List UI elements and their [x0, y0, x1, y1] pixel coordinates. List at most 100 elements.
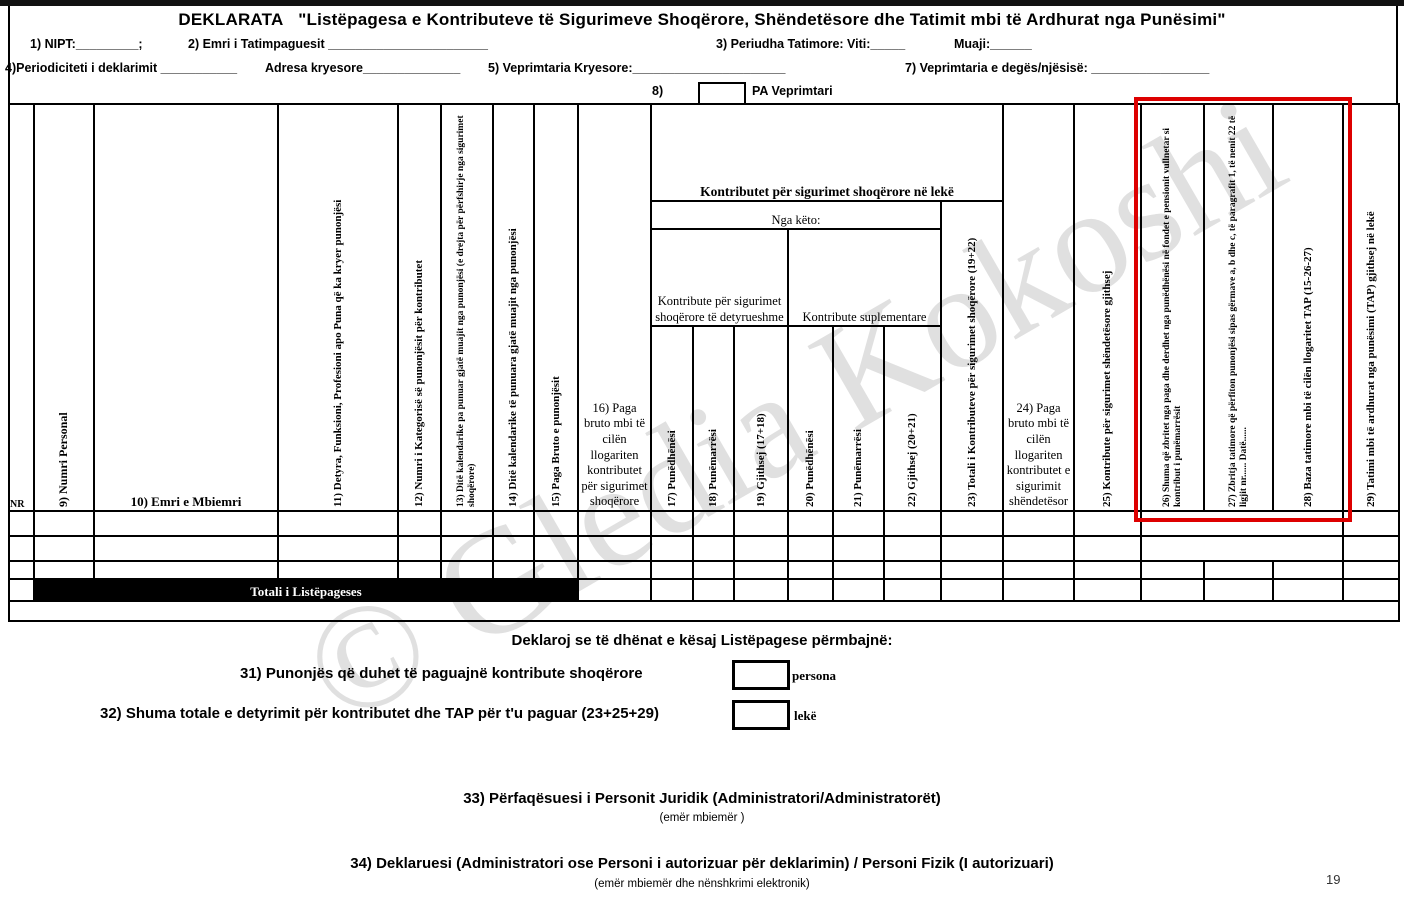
col-header-16-social-base: 16) Paga bruto mbi të cilën llogariten k…	[577, 103, 652, 512]
col-header-17-employer: 17) Punëdhënësi	[650, 325, 694, 512]
table-cell	[939, 535, 1005, 562]
col-header-12-category-number: 12) Numri i Kategorisë së punonjësit për…	[397, 103, 442, 512]
table-cell	[733, 560, 789, 580]
field-branch-activity: 7) Veprimtaria e degës/njësisë: ________…	[905, 61, 1210, 75]
field-34-label: 34) Deklaruesi (Administratori ose Perso…	[350, 855, 1054, 872]
field-32-unit: lekë	[794, 708, 817, 723]
col-header-25-health-contributions: 25) Kontribute për sigurimet shëndetësor…	[1073, 103, 1143, 512]
table-row	[8, 535, 1401, 562]
table-cell	[832, 535, 885, 562]
col-header-21-label: 21) Punëmarrësi	[852, 429, 865, 507]
col-header-11-label: 11) Detyra, Funksioni, Profesioni apo Pu…	[331, 199, 344, 507]
col-header-13-label: 13) Ditë kalendarike pa punuar gjatë mua…	[456, 115, 477, 507]
table-cell	[733, 510, 789, 537]
col-header-20-employer: 20) Punëdhënësi	[787, 325, 834, 512]
field-declaration-periodicity: 4)Periodiciteti i deklarimit ___________	[5, 61, 238, 75]
field-8-number: 8)	[652, 84, 664, 98]
col-header-25-label: 25) Kontribute për sigurimet shëndetësor…	[1101, 270, 1114, 507]
table-cell	[1342, 535, 1401, 562]
table-cell	[787, 535, 834, 562]
col-header-12-label: 12) Numri i Kategorisë së punonjësit për…	[413, 260, 426, 507]
no-activity-checkbox[interactable]	[698, 82, 746, 105]
table-cell	[1140, 560, 1206, 580]
field-33-sublabel: (emër mbiemër )	[659, 812, 745, 824]
field-31-value-box[interactable]	[732, 660, 790, 690]
table-cell	[440, 510, 494, 537]
table-cell	[787, 510, 834, 537]
table-cell-merged-26-28	[1140, 535, 1345, 562]
field-31-label: 31) Punonjës që duhet të paguajnë kontri…	[240, 665, 643, 682]
col-header-21-employee: 21) Punëmarrësi	[832, 325, 885, 512]
table-cell	[650, 535, 694, 562]
field-32-label: 32) Shuma totale e detyrimit për kontrib…	[100, 705, 659, 722]
table-cell	[440, 560, 494, 580]
table-cell	[440, 535, 494, 562]
col-header-16-label: 16) Paga bruto mbi të cilën llogariten k…	[581, 400, 648, 509]
col-header-13-days-not-worked: 13) Ditë kalendarike pa punuar gjatë mua…	[440, 103, 494, 512]
field-tax-period-month: Muaji:______	[954, 37, 1032, 51]
table-cell	[650, 578, 694, 602]
col-header-22-total: 22) Gjithsej (20+21)	[883, 325, 942, 512]
col-header-26-label: 26) Shuma që zbritet nga paga dhe derdhe…	[1161, 127, 1183, 507]
col-header-28-label: 28) Baza tatimore mbi të cilën llogarite…	[1301, 247, 1314, 507]
table-cell	[492, 535, 535, 562]
col-header-nr: NR	[8, 103, 35, 512]
table-cell	[33, 560, 95, 580]
table-cell	[692, 578, 735, 602]
subgroup-header-supplementary: Kontribute suplementare	[787, 228, 942, 327]
form-title-quote: "Listëpagesa e Kontributeve të Sigurimev…	[298, 10, 1226, 29]
table-cell	[1002, 535, 1076, 562]
table-cell	[1002, 510, 1076, 537]
table-cell	[1342, 560, 1401, 580]
table-cell	[883, 510, 942, 537]
col-header-18-label: 18) Punëmarrësi	[707, 429, 720, 507]
group-header-social-contributions: Kontributet për sigurimet shoqërore në l…	[649, 103, 1005, 202]
table-cell	[1342, 578, 1401, 602]
table-cell	[33, 510, 95, 537]
table-cell	[1002, 560, 1076, 580]
table-cell	[1002, 578, 1076, 602]
declaration-statement: Deklaroj se të dhënat e kësaj Listëpages…	[511, 632, 893, 649]
col-header-27-tax-deduction: 27) Zbritja tatimore që përfiton punonjë…	[1203, 103, 1275, 512]
table-cell	[1073, 578, 1143, 602]
subgroup-header-from-these: Nga këto:	[650, 200, 942, 230]
payroll-table: NR 9) Numri Personal 10) Emri e Mbiemri …	[7, 103, 1401, 622]
table-cell	[650, 510, 694, 537]
table-cell	[832, 510, 885, 537]
table-cell	[883, 578, 942, 602]
col-header-22-label: 22) Gjithsej (20+21)	[906, 413, 919, 507]
field-31-unit: persona	[792, 668, 837, 683]
field-34-sublabel: (emër mbiemër dhe nënshkrimi elektronik)	[594, 878, 810, 890]
col-header-18-employee: 18) Punëmarrësi	[692, 325, 735, 512]
field-32-value-box[interactable]	[732, 700, 790, 730]
table-cell	[8, 560, 35, 580]
col-header-10-name-surname: 10) Emri e Mbiemri	[93, 103, 279, 512]
field-tax-period-year: 3) Periudha Tatimore: Viti:_____	[716, 37, 906, 51]
table-row	[8, 510, 1401, 537]
col-header-9-personal-number: 9) Numri Personal	[33, 103, 95, 512]
table-cell	[93, 535, 279, 562]
table-cell	[692, 510, 735, 537]
col-header-14-days-worked: 14) Ditë kalendarike të punuara gjatë mu…	[492, 103, 535, 512]
table-cell	[787, 578, 834, 602]
table-cell	[533, 510, 579, 537]
col-header-29-income-tax: 29) Tatimi mbi të ardhurat nga punësimi …	[1342, 103, 1401, 512]
table-cell	[277, 535, 399, 562]
table-cell-full-width	[7, 600, 1401, 622]
table-cell	[577, 578, 652, 602]
col-header-15-label: 15) Paga Bruto e punonjësit	[549, 376, 562, 507]
no-activity-label: PA Veprimtari	[752, 84, 833, 98]
table-cell	[33, 535, 95, 562]
table-cell	[883, 560, 942, 580]
table-cell	[492, 560, 535, 580]
table-cell	[8, 578, 35, 602]
col-header-24-health-base: 24) Paga bruto mbi të cilën llogariten k…	[1002, 103, 1076, 512]
table-cell	[939, 560, 1005, 580]
table-cell	[1203, 578, 1275, 602]
table-cell	[939, 510, 1005, 537]
table-cell	[492, 510, 535, 537]
table-cell	[650, 560, 694, 580]
table-cell	[1272, 578, 1345, 602]
col-header-26-voluntary-pension: 26) Shuma që zbritet nga paga dhe derdhe…	[1140, 103, 1206, 512]
col-header-14-label: 14) Ditë kalendarike të punuara gjatë mu…	[507, 228, 520, 507]
